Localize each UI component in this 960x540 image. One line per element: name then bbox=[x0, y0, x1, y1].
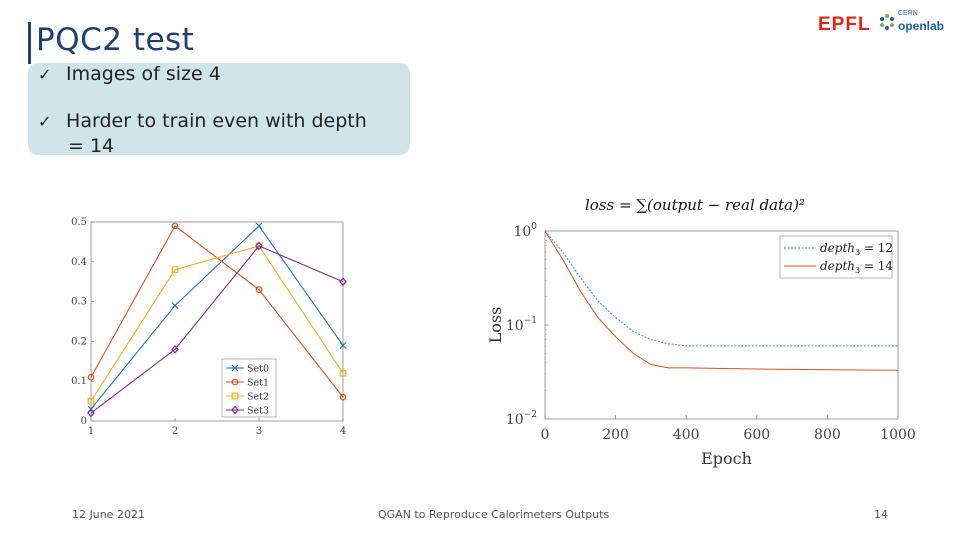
y-axis-label: Loss bbox=[486, 307, 505, 344]
legend-marker bbox=[231, 378, 239, 386]
y-tick-label: 10−1 bbox=[506, 316, 537, 334]
plot-area bbox=[90, 221, 344, 422]
legend-label: depth3 = 14 bbox=[820, 259, 893, 275]
loss-curve-depth-14 bbox=[544, 230, 899, 371]
x-tick-label: 600 bbox=[743, 427, 770, 443]
data-point-set3 bbox=[255, 241, 263, 251]
series-line-set2 bbox=[90, 245, 344, 402]
data-point-set0 bbox=[171, 302, 179, 310]
y-tick-label: 0.4 bbox=[71, 257, 87, 268]
loss-curve-depth-12 bbox=[544, 230, 898, 347]
data-point-set1 bbox=[87, 373, 95, 381]
partner-logos: EPFL CERN openlab bbox=[818, 10, 948, 40]
legend-label: Set2 bbox=[247, 392, 269, 403]
bullet-box: ✓ Images of size 4 ✓ Harder to train eve… bbox=[28, 63, 410, 158]
openlab-label: openlab bbox=[898, 19, 945, 33]
x-axis-label: Epoch bbox=[701, 449, 752, 468]
data-point-set2 bbox=[339, 369, 347, 377]
y-tick-label: 0.1 bbox=[71, 376, 87, 387]
data-point-set1 bbox=[171, 222, 179, 230]
legend-marker bbox=[231, 364, 239, 372]
y-tick-label: 0.5 bbox=[71, 217, 87, 228]
data-point-set2 bbox=[171, 266, 179, 274]
legend-box bbox=[221, 358, 277, 418]
legend-label: Set3 bbox=[247, 406, 269, 417]
legend-label: depth3 = 12 bbox=[820, 241, 893, 257]
title-accent-bar bbox=[28, 22, 31, 64]
legend-marker bbox=[231, 405, 239, 415]
x-tick-label: 800 bbox=[814, 427, 841, 443]
y-tick-label: 10−2 bbox=[506, 410, 537, 428]
epfl-logo: EPFL bbox=[818, 14, 871, 35]
data-point-set2 bbox=[87, 397, 95, 405]
legend-label: Set0 bbox=[247, 364, 269, 375]
bullet-item-1: ✓ Images of size 4 bbox=[38, 63, 221, 85]
footer-title: QGAN to Reproduce Calorimeters Outputs bbox=[378, 508, 610, 521]
series-line-set3 bbox=[90, 245, 344, 414]
legend-marker bbox=[231, 392, 239, 400]
loss-curve-chart: loss = ∑(output − real data)² 0 200 400 600 8… bbox=[486, 196, 916, 468]
cern-openlab-logo-icon bbox=[880, 14, 894, 30]
data-point-set3 bbox=[339, 277, 347, 287]
legend-box bbox=[779, 235, 893, 279]
legend-label: Set1 bbox=[247, 378, 269, 389]
data-point-set3 bbox=[171, 344, 179, 354]
x-tick-label: 3 bbox=[256, 426, 262, 437]
footer-page-number: 14 bbox=[874, 508, 888, 521]
x-tick-label: 2 bbox=[172, 426, 178, 437]
data-point-set0 bbox=[339, 341, 347, 349]
data-point-set3 bbox=[87, 408, 95, 418]
checkmark-icon: ✓ bbox=[38, 112, 52, 131]
x-tick-label: 0 bbox=[541, 427, 550, 443]
bullet-text: Harder to train even with depth bbox=[66, 110, 367, 132]
x-tick-label: 4 bbox=[340, 426, 346, 437]
bullet-text: Images of size 4 bbox=[66, 63, 221, 85]
bullet-text-continued: = 14 bbox=[68, 135, 115, 157]
series-line-set0 bbox=[90, 225, 344, 410]
y-tick-label: 0.3 bbox=[71, 297, 87, 308]
cern-label: CERN bbox=[898, 10, 918, 17]
data-point-set1 bbox=[339, 393, 347, 401]
footer-date: 12 June 2021 bbox=[72, 508, 145, 521]
y-tick-label: 100 bbox=[513, 222, 537, 240]
x-tick-label: 1000 bbox=[880, 427, 916, 443]
x-tick-label: 200 bbox=[602, 427, 629, 443]
x-tick-label: 1 bbox=[88, 426, 94, 437]
pixel-distribution-chart: 1 2 3 4 0 0.1 0.2 0.3 0.4 0.5 Set0 Set1 Set2 Set3 bbox=[71, 217, 347, 437]
slide-title: PQC2 test bbox=[36, 22, 195, 58]
data-point-set1 bbox=[255, 286, 263, 294]
x-tick-label: 400 bbox=[673, 427, 700, 443]
checkmark-icon: ✓ bbox=[38, 65, 52, 84]
y-tick-label: 0 bbox=[81, 416, 87, 427]
y-tick-label: 0.2 bbox=[71, 336, 87, 347]
data-point-set0 bbox=[255, 222, 263, 230]
chart-title: loss = ∑(output − real data)² bbox=[585, 196, 805, 214]
bullet-item-2: ✓ Harder to train even with depth = 14 bbox=[38, 109, 398, 158]
